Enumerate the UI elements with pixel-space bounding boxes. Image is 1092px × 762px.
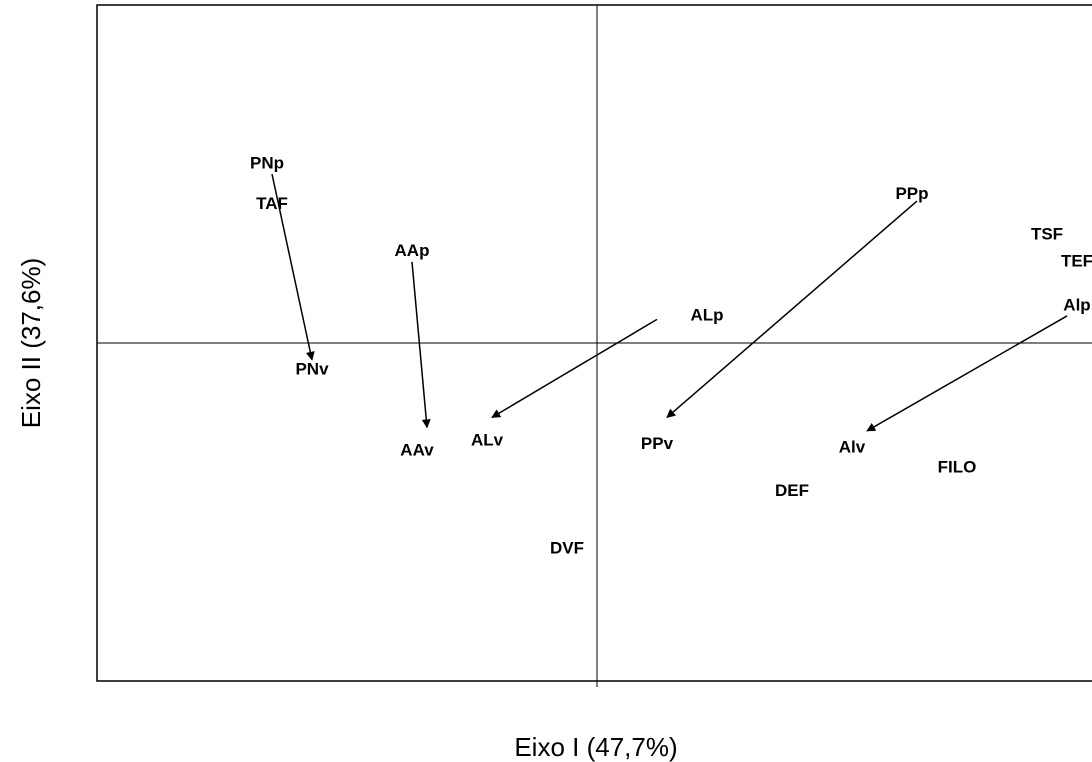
point-label-aap: AAp (395, 241, 430, 260)
arrow-ALp-to-ALv (491, 318, 658, 419)
y-axis-title: Eixo II (37,6%) (16, 258, 46, 429)
arrow-PPp-to-PPv (666, 200, 918, 418)
point-label-filo: FILO (938, 458, 977, 477)
arrow-PNp-to-PNv (271, 173, 315, 361)
point-label-pnp: PNp (250, 153, 284, 172)
arrow-AAp-to-AAv (411, 261, 431, 429)
point-label-ppv: PPv (641, 434, 674, 453)
arrow-Alp-to-Alv (866, 315, 1068, 432)
point-label-tsf: TSF (1031, 224, 1063, 243)
point-label-alv: Alv (839, 437, 866, 456)
x-axis-title: Eixo I (47,7%) (514, 732, 677, 762)
point-label-dvf: DVF (550, 539, 584, 558)
point-label-tef: TEF (1061, 251, 1092, 270)
point-label-alv: ALv (471, 431, 504, 450)
point-label-taf: TAF (256, 194, 288, 213)
point-label-alp: ALp (690, 305, 723, 324)
point-label-pnv: PNv (295, 360, 329, 379)
point-label-def: DEF (775, 481, 809, 500)
point-labels-layer: PNp TAF AAp PNv AAv ALv ALp PPp PPv TSF TEF Alp Alv F… (250, 153, 1092, 557)
point-label-ppp: PPp (895, 184, 928, 203)
point-label-alp: Alp (1063, 295, 1090, 314)
arrows-layer (271, 173, 1068, 432)
point-label-aav: AAv (400, 441, 434, 460)
